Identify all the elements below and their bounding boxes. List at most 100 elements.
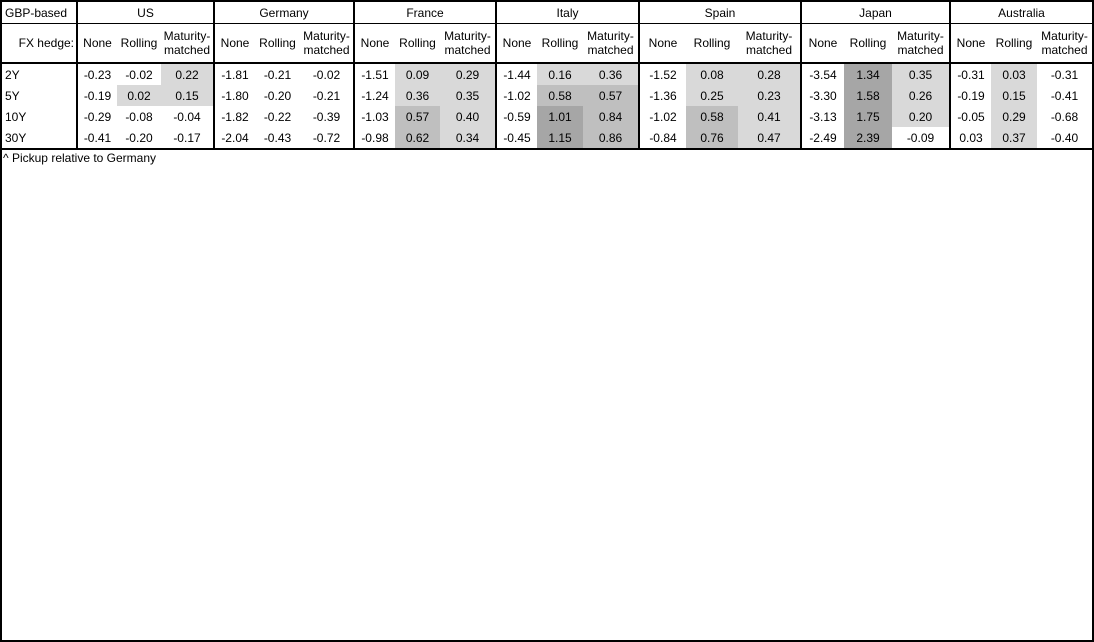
hedge-type-header: Maturity-matched xyxy=(440,23,496,64)
value-cell: 0.09 xyxy=(395,63,440,85)
hedge-type-header: None xyxy=(353,23,395,64)
country-header-label: US xyxy=(137,5,154,20)
country-header-row: GBP-based US Germany France Italy Spain Japan A… xyxy=(1,1,1093,24)
hedge-type-header: Maturity-matched xyxy=(892,23,950,64)
hedge-type-header: Rolling xyxy=(537,23,583,64)
hedge-type-header: Maturity-matched xyxy=(583,23,639,64)
hedge-type-header: Maturity-matched xyxy=(738,23,801,64)
hedge-type-header: None xyxy=(495,23,537,64)
hedge-type-header: Rolling xyxy=(117,23,161,64)
value-cell: -0.02 xyxy=(312,67,341,82)
value-cell: -0.17 xyxy=(173,130,201,145)
value-cell: -3.13 xyxy=(800,106,844,127)
hedge-type-header: None xyxy=(638,23,686,64)
tenor-row-label: 30Y xyxy=(5,130,27,145)
value-cell: 0.16 xyxy=(537,63,583,85)
hedge-type-header: Maturity-matched xyxy=(161,23,214,64)
table-base-label: GBP-based xyxy=(1,1,77,24)
value-cell: -0.08 xyxy=(125,109,153,124)
value-cell: 0.37 xyxy=(991,127,1037,149)
country-header-label: France xyxy=(406,5,444,20)
value-cell: 0.35 xyxy=(440,85,496,106)
value-cell: -0.02 xyxy=(125,67,153,82)
value-cell: -0.09 xyxy=(906,130,935,145)
value-cell: 0.58 xyxy=(537,85,583,106)
value-cell: -0.21 xyxy=(263,67,292,82)
hedge-type-header: None xyxy=(213,23,255,64)
value-cell: 0.57 xyxy=(395,106,440,127)
footnote: ^ Pickup relative to Germany xyxy=(3,151,157,165)
value-cell: -0.04 xyxy=(173,109,201,124)
value-cell: -1.81 xyxy=(213,63,255,85)
value-cell: 1.75 xyxy=(844,106,892,127)
country-header: US xyxy=(76,1,214,24)
value-cell: 0.03 xyxy=(991,63,1037,85)
value-cell: -0.20 xyxy=(263,88,292,103)
value-cell: -1.82 xyxy=(213,106,255,127)
value-cell: -0.19 xyxy=(949,85,991,106)
value-cell: -1.44 xyxy=(495,63,537,85)
value-cell: -0.84 xyxy=(638,127,686,149)
value-cell: -1.36 xyxy=(638,85,686,106)
country-header: Italy xyxy=(495,1,639,24)
value-cell: 0.23 xyxy=(738,85,801,106)
value-cell: 0.62 xyxy=(395,127,440,149)
value-cell: -2.04 xyxy=(213,127,255,149)
country-header-label: Australia xyxy=(998,5,1045,20)
country-header-label: Germany xyxy=(259,5,309,20)
hedge-type-header: Rolling xyxy=(844,23,892,64)
value-cell: 0.29 xyxy=(991,106,1037,127)
hedge-type-header: Rolling xyxy=(395,23,440,64)
value-cell: -0.39 xyxy=(312,109,341,124)
value-cell: -1.02 xyxy=(495,85,537,106)
value-cell: -0.20 xyxy=(125,130,153,145)
hedge-type-header: None xyxy=(76,23,117,64)
value-cell: -2.49 xyxy=(800,127,844,149)
hedge-type-header: Rolling xyxy=(255,23,300,64)
country-header: Germany xyxy=(213,1,354,24)
value-cell: -0.72 xyxy=(312,130,341,145)
hedge-type-header: Rolling xyxy=(991,23,1037,64)
value-cell: 0.34 xyxy=(440,127,496,149)
hedge-type-header: Maturity-matched xyxy=(1037,23,1093,64)
tenor-row-label: 5Y xyxy=(5,88,20,103)
value-cell: -0.98 xyxy=(353,127,395,149)
value-cell: 0.08 xyxy=(686,63,738,85)
country-header: Spain xyxy=(638,1,801,24)
value-cell: -0.31 xyxy=(1050,67,1079,82)
value-cell: 0.35 xyxy=(892,63,950,85)
table-row: 2Y -0.23 -0.02 0.22 -1.81 -0.21 -0.02 -1.51 0.09… xyxy=(1,63,1093,85)
value-cell: 0.84 xyxy=(583,106,639,127)
country-header: Japan xyxy=(800,1,950,24)
value-cell: -1.02 xyxy=(638,106,686,127)
value-cell: -1.80 xyxy=(213,85,255,106)
value-cell: 0.25 xyxy=(686,85,738,106)
value-cell: 0.29 xyxy=(440,63,496,85)
value-cell: 0.20 xyxy=(892,106,950,127)
value-cell: 0.76 xyxy=(686,127,738,149)
value-cell: 0.57 xyxy=(583,85,639,106)
value-cell: 0.47 xyxy=(738,127,801,149)
value-cell: 0.03 xyxy=(949,127,991,149)
fx-hedge-label: FX hedge: xyxy=(1,23,77,64)
country-header: France xyxy=(353,1,496,24)
value-cell: -0.40 xyxy=(1050,130,1079,145)
value-cell: -0.29 xyxy=(76,106,117,127)
value-cell: 1.58 xyxy=(844,85,892,106)
hedge-type-header: None xyxy=(949,23,991,64)
value-cell: -0.23 xyxy=(76,63,117,85)
value-cell: 1.34 xyxy=(844,63,892,85)
tenor-row-label: 2Y xyxy=(5,67,20,82)
value-cell: 2.39 xyxy=(844,127,892,149)
table-row: 30Y -0.41 -0.20 -0.17 -2.04 -0.43 -0.72 -0.98 0.… xyxy=(1,127,1093,149)
gbp-based-table: GBP-based US Germany France Italy Spain Japan A… xyxy=(0,0,1094,150)
value-cell: 0.26 xyxy=(892,85,950,106)
country-header-label: Spain xyxy=(704,5,736,20)
value-cell: -0.45 xyxy=(495,127,537,149)
value-cell: -0.59 xyxy=(495,106,537,127)
value-cell: 0.40 xyxy=(440,106,496,127)
hedge-type-header: None xyxy=(800,23,844,64)
value-cell: -1.52 xyxy=(638,63,686,85)
value-cell: -0.41 xyxy=(1050,88,1079,103)
